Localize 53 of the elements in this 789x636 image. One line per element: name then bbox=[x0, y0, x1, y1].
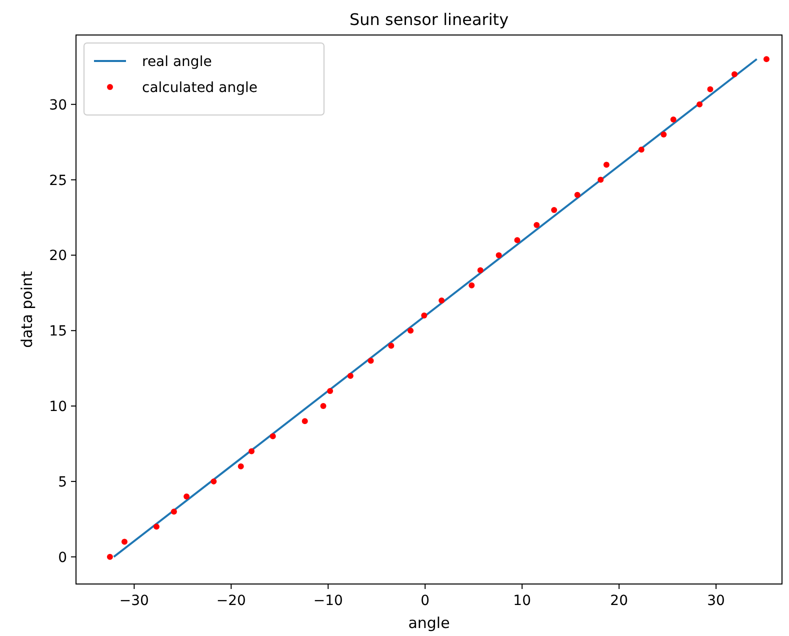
y-axis-title: data point bbox=[18, 270, 36, 348]
y-tick-label: 0 bbox=[58, 550, 67, 566]
point bbox=[598, 176, 604, 183]
x-tick-label: −30 bbox=[119, 593, 149, 609]
point bbox=[468, 282, 475, 288]
point bbox=[170, 508, 177, 515]
y-tick-label: 25 bbox=[49, 172, 67, 189]
point bbox=[153, 524, 160, 530]
point bbox=[496, 252, 502, 258]
point bbox=[184, 494, 190, 500]
point bbox=[347, 372, 354, 379]
point bbox=[421, 312, 428, 319]
point bbox=[707, 86, 714, 92]
y-tick-label: 5 bbox=[58, 474, 67, 490]
point bbox=[408, 328, 414, 334]
point bbox=[106, 554, 113, 560]
point bbox=[696, 101, 703, 108]
point bbox=[238, 463, 244, 470]
point bbox=[534, 222, 540, 228]
point bbox=[438, 297, 445, 304]
point bbox=[638, 146, 644, 153]
y-tick-label: 10 bbox=[49, 399, 67, 416]
point bbox=[270, 433, 276, 440]
x-tick-label: −20 bbox=[216, 593, 246, 609]
legend-label: real angle bbox=[142, 54, 212, 70]
legend-label: calculated angle bbox=[142, 80, 258, 96]
point bbox=[551, 206, 558, 213]
point bbox=[248, 448, 255, 454]
point bbox=[574, 192, 580, 198]
point bbox=[368, 358, 374, 364]
point bbox=[327, 388, 334, 394]
point bbox=[763, 56, 770, 62]
y-tick-label: 15 bbox=[49, 324, 67, 340]
point bbox=[121, 538, 128, 545]
y-tick-label: 20 bbox=[49, 248, 67, 264]
x-tick-label: 0 bbox=[420, 593, 430, 609]
point bbox=[388, 342, 394, 349]
point bbox=[514, 237, 520, 244]
point bbox=[320, 403, 326, 410]
x-tick-label: 30 bbox=[707, 593, 725, 609]
point bbox=[603, 162, 610, 168]
point bbox=[670, 116, 676, 122]
y-tick-label: 30 bbox=[49, 97, 67, 114]
x-tick-label: −10 bbox=[313, 593, 343, 609]
chart-title: Sun sensor linearity bbox=[349, 10, 509, 29]
x-tick-label: 10 bbox=[513, 593, 532, 609]
x-axis-title: angle bbox=[408, 614, 450, 632]
x-tick-label: 20 bbox=[610, 593, 628, 609]
point bbox=[660, 132, 667, 138]
point bbox=[731, 71, 738, 78]
point bbox=[477, 267, 484, 274]
point bbox=[210, 478, 217, 484]
point bbox=[302, 418, 308, 424]
